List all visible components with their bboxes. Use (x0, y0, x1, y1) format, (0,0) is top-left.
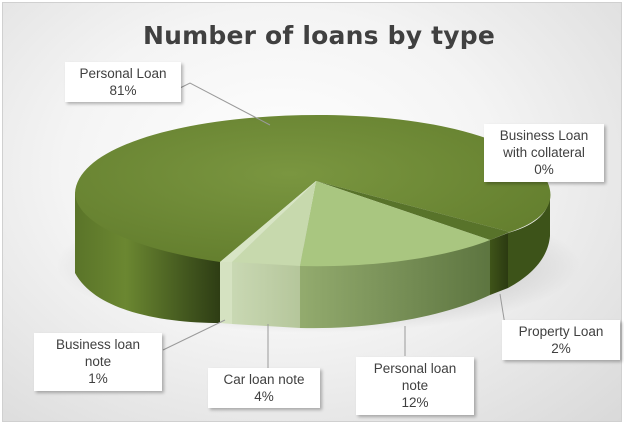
pie-side-personal-loan-right (508, 196, 550, 288)
label-business-collateral-line2: with collateral (503, 145, 585, 160)
label-property-loan-pct: 2% (551, 341, 571, 356)
label-personal-note-line1: Personal loan (373, 361, 457, 376)
label-personal-note-line2: note (401, 378, 429, 393)
pie-slice-business-loan-note (220, 181, 316, 262)
label-personal-loan-note: Personal loan note 12% (356, 357, 474, 415)
leader-property-loan (499, 293, 506, 326)
pie-slice-property-loan (316, 181, 510, 240)
pie-slice-car-loan-note (232, 181, 316, 266)
label-property-loan: Property Loan 2% (502, 320, 620, 360)
label-business-note-line2: note (84, 354, 112, 369)
pie-slice-personal-loan-note (300, 181, 490, 267)
label-property-loan-name: Property Loan (518, 324, 604, 339)
label-business-note-line1: Business loan (55, 337, 141, 352)
leader-business-loan-note (162, 319, 226, 351)
label-personal-loan-pct: 81% (109, 83, 137, 98)
label-business-loan-note: Business loan note 1% (34, 333, 162, 391)
chart-title: Number of loans by type (143, 21, 495, 50)
pie-side-business-loan-note (220, 243, 232, 324)
label-business-note-pct: 1% (88, 371, 108, 386)
pie-side-property-loan (490, 233, 508, 295)
pie-slice-personal-loan (75, 115, 551, 262)
label-car-loan-note: Car loan note 4% (208, 368, 320, 408)
label-personal-note-pct: 12% (401, 395, 429, 410)
label-business-collateral-line1: Business Loan (499, 128, 589, 143)
label-car-note-pct: 4% (254, 389, 274, 404)
label-car-note-name: Car loan note (223, 372, 305, 387)
leader-personal-loan (179, 82, 271, 126)
label-personal-loan: Personal Loan 81% (65, 62, 181, 102)
label-business-loan-collateral: Business Loan with collateral 0% (484, 124, 604, 182)
label-personal-loan-name: Personal Loan (79, 66, 167, 81)
label-business-collateral-pct: 0% (534, 162, 554, 177)
